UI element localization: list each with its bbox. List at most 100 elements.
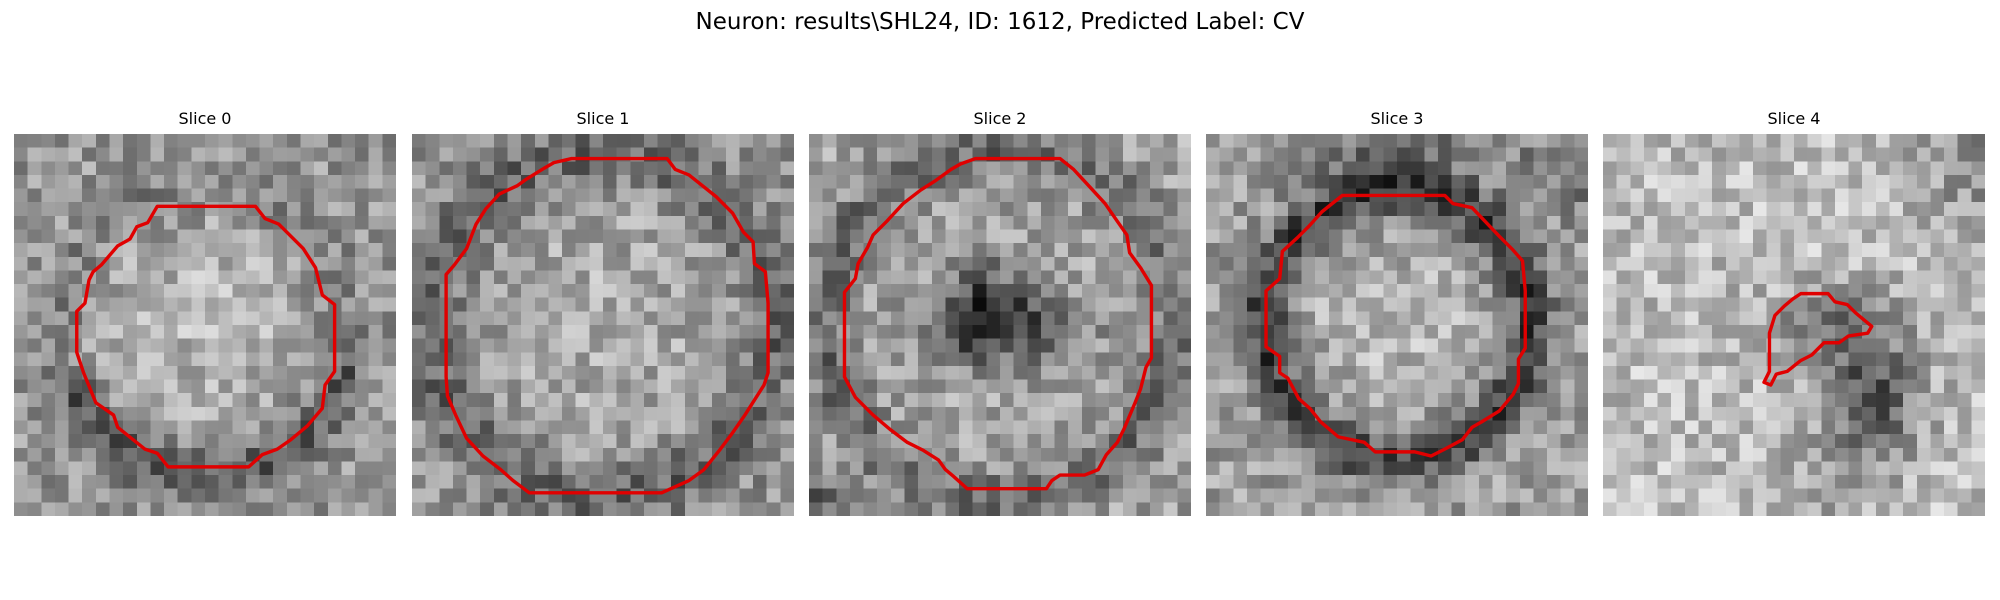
pixel [575,229,590,244]
pixel [1547,134,1561,148]
pixel [1383,338,1398,353]
pixel [150,311,165,326]
pixel [603,420,617,435]
pixel [972,174,987,189]
pixel [1109,461,1124,476]
pixel [725,461,740,476]
pixel [245,188,260,203]
pixel [918,284,933,298]
pixel [890,174,905,189]
pixel [931,284,946,298]
pixel [575,434,590,449]
pixel [589,420,604,435]
pixel [1410,311,1425,326]
pixel [822,488,837,503]
pixel [1930,297,1945,312]
pixel [849,325,864,339]
pixel [150,229,165,244]
pixel [1725,311,1740,326]
pixel [1383,134,1398,148]
pixel [1725,174,1740,189]
pixel [109,147,124,162]
pixel [1698,174,1713,189]
pixel [657,256,672,271]
pixel [671,256,686,271]
pixel [1451,174,1466,189]
pixel [177,215,192,230]
pixel [480,406,495,421]
pixel [27,325,42,339]
pixel [972,434,987,449]
pixel [698,325,713,339]
pixel [809,420,823,435]
pixel [589,161,604,176]
pixel [904,202,919,217]
pixel [766,365,781,380]
pixel [1451,188,1466,203]
pixel [575,393,590,408]
pixel-grid [14,134,396,516]
pixel [657,406,672,421]
pixel [1547,434,1561,449]
pixel [27,488,42,503]
pixel [698,256,713,271]
pixel [164,215,178,230]
pixel [521,434,536,449]
pixel [273,447,288,462]
pixel [972,338,987,353]
pixel [1410,256,1425,271]
pixel [150,406,165,421]
pixel [1684,161,1699,176]
pixel [972,297,987,312]
pixel [1410,461,1425,476]
pixel [534,134,549,148]
pixel [493,284,508,298]
pixel [1246,243,1261,258]
pixel [766,147,781,162]
pixel [507,406,522,421]
pixel [1753,325,1767,339]
pixel [1054,338,1069,353]
pixel [1807,161,1822,176]
pixel [245,256,260,271]
pixel [1109,174,1124,189]
pixel [480,256,495,271]
pixel [643,215,658,230]
pixel [1013,215,1028,230]
pixel [630,393,645,408]
pixel [1725,461,1740,476]
pixel [1163,393,1178,408]
pixel [1889,147,1904,162]
pixel [931,202,946,217]
pixel [1342,461,1357,476]
pixel [945,393,960,408]
pixel [548,488,563,503]
pixel [164,447,178,462]
pixel [1821,256,1836,271]
pixel [41,297,56,312]
pixel [218,475,233,489]
pixel [780,215,794,230]
pixel [466,202,481,217]
pixel [1397,174,1411,189]
pixel [232,134,247,148]
pixel [1206,406,1220,421]
pixel [918,502,933,516]
pixel [548,393,563,408]
pixel [931,147,946,162]
pixel [1451,352,1466,367]
pixel [1260,188,1275,203]
pixel [1246,352,1261,367]
pixel [1533,297,1548,312]
pixel [616,365,631,380]
pixel [1889,352,1904,367]
pixel [739,475,754,489]
pixel [1560,379,1575,394]
pixel [616,488,631,503]
pixel [1369,202,1384,217]
pixel [725,420,740,435]
pixel [1287,311,1302,326]
pixel [534,420,549,435]
pixel [245,502,260,516]
pixel [1889,338,1904,353]
